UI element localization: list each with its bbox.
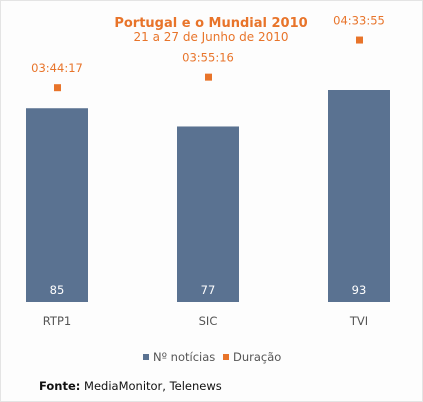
- duration-point-tvi: [356, 36, 363, 44]
- category-label-rtp1: RTP1: [43, 314, 71, 328]
- chart-legend: Nº notícias Duração: [143, 350, 281, 364]
- bar-rtp1: [26, 108, 88, 302]
- points-layer: [54, 36, 363, 92]
- source-label: Fonte:: [39, 379, 81, 393]
- labels-layer: 85 RTP1 03:44:17 77 SIC 03:55:16 93 TVI 04:33:55: [31, 14, 385, 328]
- source-text: MediaMonitor, Telenews: [84, 379, 222, 393]
- duration-label-sic: 03:55:16: [182, 51, 234, 65]
- category-label-sic: SIC: [199, 314, 218, 328]
- bar-tvi: [328, 90, 390, 302]
- bar-value-sic: 77: [201, 283, 216, 297]
- legend-label-duracao: Duração: [233, 350, 281, 364]
- legend-swatch-noticias: [143, 354, 149, 360]
- chart-subtitle: 21 a 27 de Junho de 2010: [133, 30, 288, 44]
- bars-layer: [26, 90, 390, 303]
- bar-sic: [177, 126, 239, 303]
- bar-value-rtp1: 85: [50, 283, 65, 297]
- source-note: Fonte: MediaMonitor, Telenews: [39, 379, 222, 393]
- legend-swatch-duracao: [223, 354, 229, 360]
- legend-label-noticias: Nº notícias: [153, 350, 215, 364]
- duration-label-tvi: 04:33:55: [333, 14, 385, 28]
- chart-title: Portugal e o Mundial 2010: [114, 16, 307, 31]
- bar-value-tvi: 93: [352, 283, 367, 297]
- category-label-tvi: TVI: [349, 314, 368, 328]
- duration-point-sic: [205, 73, 212, 81]
- duration-label-rtp1: 03:44:17: [31, 61, 83, 75]
- duration-point-rtp1: [54, 84, 61, 92]
